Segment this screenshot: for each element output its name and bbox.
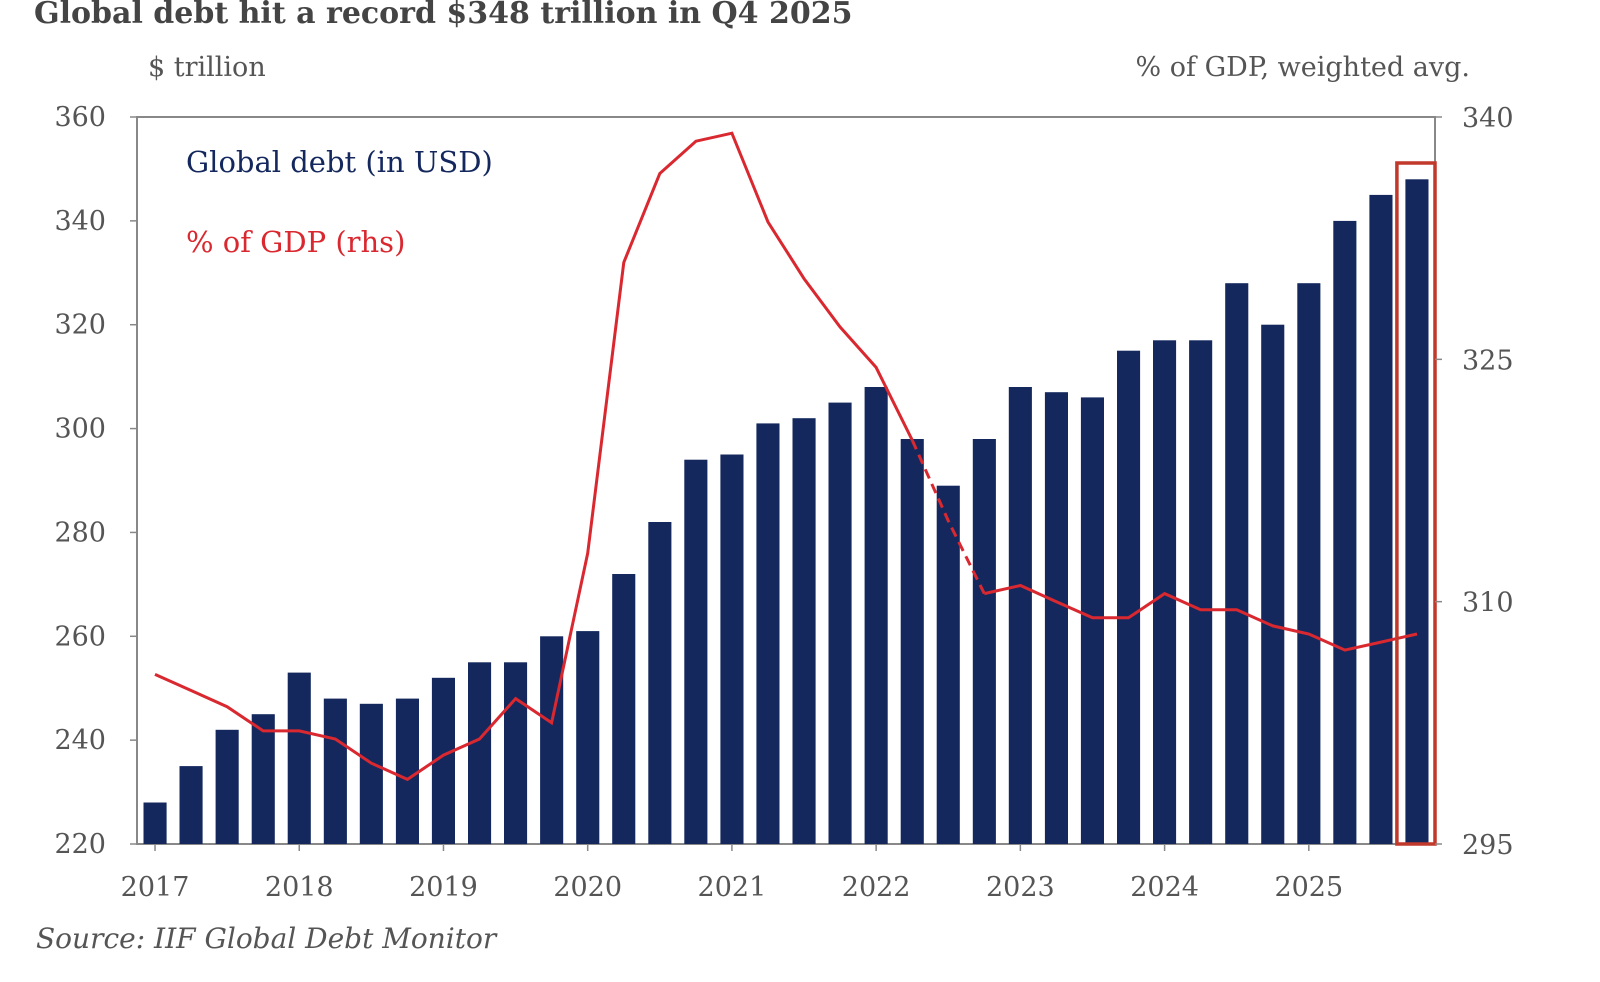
bar-2023-Q3: [1080, 397, 1104, 844]
bar-2023-Q4: [1117, 350, 1141, 844]
bar-2025-Q2: [1333, 220, 1357, 844]
bar-2020-Q2: [612, 574, 636, 844]
y-axis-left-label: $ trillion: [148, 52, 266, 83]
bar-2017-Q2: [179, 766, 203, 844]
y-tick-label-left: 300: [54, 414, 106, 445]
bar-2021-Q2: [756, 423, 780, 844]
y-tick-label-left: 280: [54, 517, 106, 548]
bar-2019-Q4: [540, 636, 564, 844]
x-tick-label-2020: 2020: [553, 872, 622, 903]
bar-2020-Q1: [576, 631, 600, 844]
y-tick-label-left: 240: [54, 725, 106, 756]
bar-2018-Q4: [395, 698, 419, 844]
line-series: [154, 131, 1418, 782]
legend-item-pct-gdp: % of GDP (rhs): [186, 225, 405, 259]
chart-title: Global debt hit a record $348 trillion i…: [34, 0, 853, 31]
gdp-line-solid-1: [154, 131, 914, 782]
bar-2022-Q3: [936, 485, 960, 844]
bar-2018-Q2: [323, 698, 347, 844]
bar-2019-Q2: [468, 662, 492, 845]
bar-2023-Q1: [1008, 387, 1032, 844]
bar-series: [143, 179, 1429, 845]
highlight-group: [1395, 161, 1437, 846]
x-tick-label-2017: 2017: [121, 872, 190, 903]
bar-2021-Q3: [792, 418, 816, 844]
bar-2019-Q3: [504, 662, 528, 845]
bar-2019-Q1: [431, 677, 455, 844]
source-note: Source: IIF Global Debt Monitor: [36, 922, 497, 955]
y-tick-label-left: 360: [54, 102, 106, 133]
x-tick-label-2025: 2025: [1274, 872, 1343, 903]
y-ticks-right: 295 310 325 340: [1435, 103, 1514, 861]
bar-2024-Q2: [1189, 340, 1213, 844]
x-tick-label-2023: 2023: [986, 872, 1055, 903]
bar-2020-Q3: [648, 522, 672, 844]
legend-item-global-debt: Global debt (in USD): [186, 145, 493, 179]
x-ticks: 2017 2018 2019 2020 2021 2022 2023 2024 2025: [121, 844, 1343, 903]
y-tick-label-left: 320: [54, 310, 106, 341]
bar-2025-Q3: [1369, 194, 1393, 844]
bar-2022-Q4: [972, 439, 996, 844]
bar-2024-Q4: [1261, 324, 1285, 844]
bar-2017-Q4: [251, 714, 275, 844]
y-tick-label-right: 340: [1462, 103, 1514, 134]
bar-2024-Q3: [1225, 283, 1249, 844]
y-axis-right-label: % of GDP, weighted avg.: [1135, 52, 1470, 83]
y-tick-label-left: 260: [54, 621, 106, 652]
bar-2017-Q3: [215, 729, 239, 844]
x-tick-label-2022: 2022: [842, 872, 911, 903]
bar-2022-Q1: [864, 387, 888, 844]
y-tick-label-right: 325: [1462, 345, 1514, 376]
bar-2023-Q2: [1044, 392, 1068, 844]
bar-2017-Q1: [143, 802, 167, 844]
bar-2021-Q1: [720, 454, 744, 844]
legend: Global debt (in USD) % of GDP (rhs): [186, 145, 493, 259]
highlight-box: [1395, 161, 1437, 846]
bar-2021-Q4: [828, 402, 852, 844]
chart-svg: 220 240 260 280 300 320 340 360 295 310 325 340 20…: [54, 102, 1514, 903]
x-tick-label-2019: 2019: [409, 872, 478, 903]
y-tick-label-left: 340: [54, 206, 106, 237]
x-tick-label-2018: 2018: [265, 872, 334, 903]
bar-2018-Q3: [359, 703, 383, 844]
bar-2018-Q1: [287, 672, 311, 844]
gdp-line-solid-2: [983, 583, 1418, 652]
x-tick-label-2021: 2021: [698, 872, 767, 903]
y-tick-label-left: 220: [54, 829, 106, 860]
bar-2022-Q2: [900, 439, 924, 844]
x-tick-label-2024: 2024: [1130, 872, 1199, 903]
bar-2025-Q4: [1405, 179, 1429, 845]
gdp-line-dashed: [910, 439, 986, 595]
y-tick-label-right: 310: [1462, 588, 1514, 619]
bar-2020-Q4: [684, 459, 708, 844]
y-tick-label-right: 295: [1462, 830, 1514, 861]
y-ticks-left: 220 240 260 280 300 320 340 360: [54, 102, 137, 860]
bar-2025-Q1: [1297, 283, 1321, 844]
